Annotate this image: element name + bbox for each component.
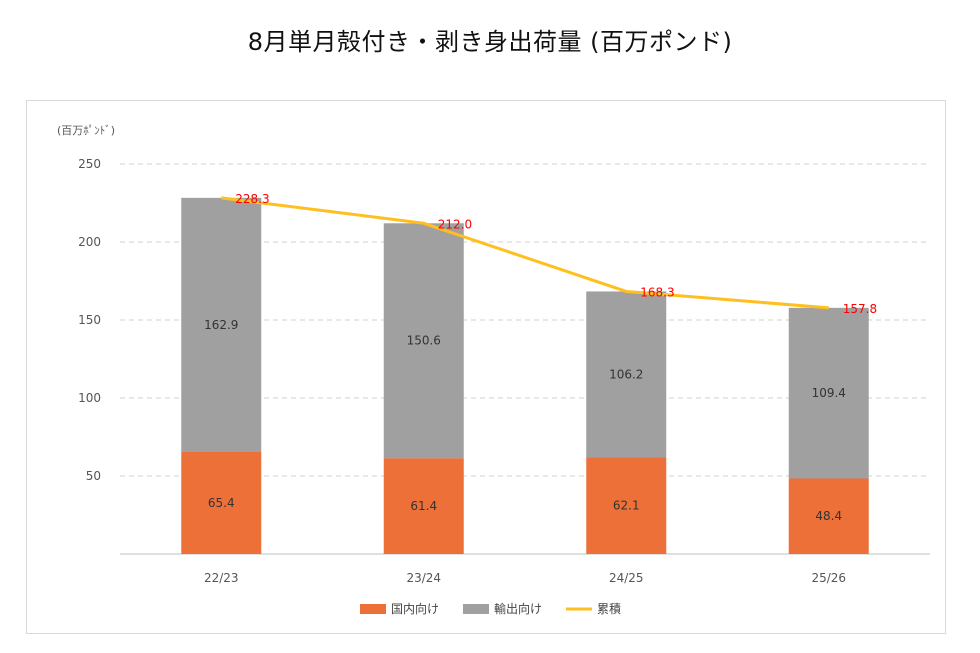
bar-export <box>586 291 667 458</box>
line-value-label: 168.3 <box>640 285 674 299</box>
y-tick-label: 150 <box>78 313 101 327</box>
legend-domestic-label: 国内向け <box>391 601 439 616</box>
bar-domestic <box>586 457 667 554</box>
bar-export <box>181 197 262 452</box>
y-tick-label: 250 <box>78 157 101 171</box>
bar-value-label: 150.6 <box>407 334 441 348</box>
bar-domestic <box>383 458 464 554</box>
x-tick-label: 25/26 <box>811 571 846 585</box>
bar-value-label: 109.4 <box>812 386 846 400</box>
bar-value-label: 48.4 <box>815 509 842 523</box>
bar-value-label: 61.4 <box>410 499 437 513</box>
bar-value-label: 62.1 <box>613 499 640 513</box>
line-cumulative <box>221 196 829 310</box>
line-value-label: 212.0 <box>438 217 472 231</box>
legend-export-swatch <box>463 604 489 614</box>
bar-export <box>383 223 464 459</box>
bar-export <box>788 307 869 479</box>
x-tick-label: 23/24 <box>406 571 441 585</box>
bar-value-label: 162.9 <box>204 318 238 332</box>
legend-domestic-swatch <box>360 604 386 614</box>
bar-value-label: 106.2 <box>609 367 643 381</box>
x-tick-label: 24/25 <box>609 571 644 585</box>
legend-cumulative-label: 累積 <box>597 601 621 616</box>
y-tick-label: 100 <box>78 391 101 405</box>
y-unit-label: (百万ﾎﾟﾝﾄﾞ) <box>57 124 115 137</box>
y-tick-label: 200 <box>78 235 101 249</box>
bar-domestic <box>181 451 262 554</box>
y-tick-label: 50 <box>86 469 101 483</box>
line-value-label: 157.8 <box>843 302 877 316</box>
bar-domestic <box>788 478 869 554</box>
page-title: 8月単月殻付き・剥き身出荷量 (百万ポンド) <box>247 28 733 56</box>
line-value-label: 228.3 <box>235 192 269 206</box>
x-tick-label: 22/23 <box>204 571 239 585</box>
bar-value-label: 65.4 <box>208 496 235 510</box>
legend-export-label: 輸出向け <box>494 601 542 616</box>
